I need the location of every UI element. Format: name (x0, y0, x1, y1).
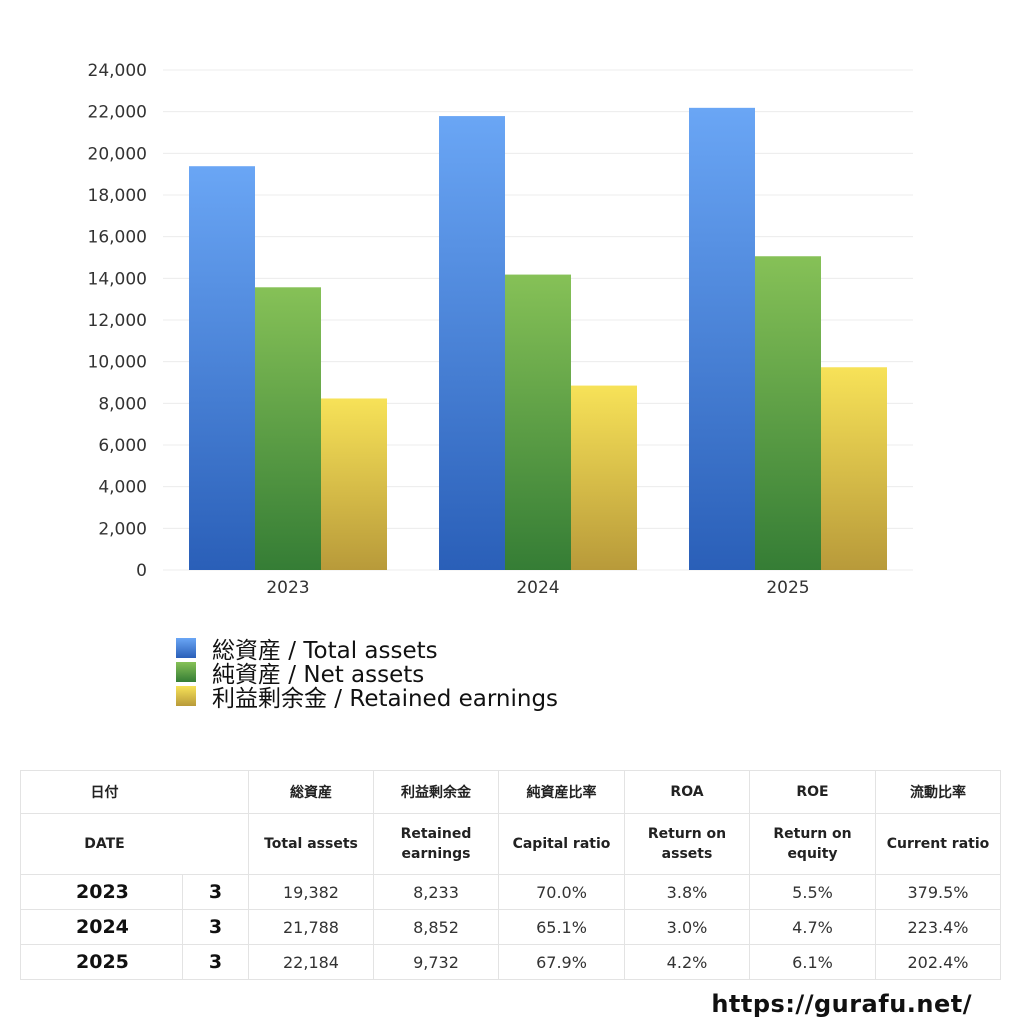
y-tick-label: 14,000 (88, 269, 147, 289)
table-header-en: DATE Total assets Retained earnings Capi… (20, 813, 1001, 875)
cell-current-ratio: 223.4% (875, 909, 1001, 945)
y-tick-label: 6,000 (98, 436, 147, 456)
cell-capital-ratio: 67.9% (498, 944, 625, 980)
y-tick-label: 4,000 (98, 478, 147, 498)
cell-current-ratio: 202.4% (875, 944, 1001, 980)
legend-item-net-assets: 純資産 / Net assets (176, 660, 558, 688)
header-date-jp: 日付 (20, 770, 249, 814)
cell-roa: 4.2% (624, 944, 750, 980)
legend: 総資産 / Total assets 純資産 / Net assets 利益剰余… (176, 636, 558, 712)
header-capital-ratio-jp: 純資産比率 (498, 770, 625, 814)
cell-roe: 6.1% (749, 944, 876, 980)
header-total-assets-en: Total assets (248, 813, 374, 875)
legend-swatch-retained-earnings (176, 686, 196, 706)
legend-swatch-total-assets (176, 638, 196, 658)
cell-roa: 3.0% (624, 909, 750, 945)
table-row: 2024 3 21,788 8,852 65.1% 3.0% 4.7% 223.… (20, 909, 1001, 945)
cell-current-ratio: 379.5% (875, 874, 1001, 910)
cell-total-assets: 21,788 (248, 909, 374, 945)
header-roa-en: Return on assets (624, 813, 750, 875)
bar-2023-series-1 (255, 287, 321, 570)
header-current-ratio-jp: 流動比率 (875, 770, 1001, 814)
cell-month: 3 (182, 874, 249, 910)
y-tick-label: 8,000 (98, 394, 147, 414)
table-row: 2025 3 22,184 9,732 67.9% 4.2% 6.1% 202.… (20, 944, 1001, 980)
cell-roe: 5.5% (749, 874, 876, 910)
header-roe-en: Return on equity (749, 813, 876, 875)
table-header-jp: 日付 総資産 利益剰余金 純資産比率 ROA ROE 流動比率 (20, 770, 1001, 814)
y-tick-label: 10,000 (88, 353, 147, 373)
y-tick-label: 16,000 (88, 228, 147, 248)
x-axis-labels: 2023 2024 2025 (266, 578, 809, 598)
header-retained-earnings-en: Retained earnings (373, 813, 499, 875)
cell-retained-earnings: 8,233 (373, 874, 499, 910)
x-category-label: 2025 (766, 578, 809, 598)
bar-2023-series-2 (321, 398, 387, 570)
cell-year: 2025 (20, 944, 183, 980)
bar-2024-series-2 (571, 385, 637, 570)
cell-month: 3 (182, 909, 249, 945)
cell-month: 3 (182, 944, 249, 980)
bars (189, 107, 887, 571)
cell-retained-earnings: 8,852 (373, 909, 499, 945)
cell-year: 2023 (20, 874, 183, 910)
legend-label-total-assets: 総資産 / Total assets (212, 638, 438, 664)
bar-2024-series-1 (505, 274, 571, 570)
cell-capital-ratio: 70.0% (498, 874, 625, 910)
cell-roe: 4.7% (749, 909, 876, 945)
bar-chart: 0 2,000 4,000 6,000 8,000 10,000 12,000 14,000 1… (88, 61, 913, 598)
bar-2025-series-0 (689, 107, 755, 570)
y-tick-label: 2,000 (98, 519, 147, 539)
cell-total-assets: 19,382 (248, 874, 374, 910)
x-category-label: 2023 (266, 578, 309, 598)
bar-2025-series-1 (755, 256, 821, 570)
y-axis-ticks: 0 2,000 4,000 6,000 8,000 10,000 12,000 14,000 1… (88, 61, 147, 581)
site-url: https://gurafu.net/ (711, 990, 972, 1018)
financial-table: 日付 総資産 利益剰余金 純資産比率 ROA ROE 流動比率 DATE Tot… (20, 770, 1001, 980)
header-retained-earnings-jp: 利益剰余金 (373, 770, 499, 814)
y-tick-label: 18,000 (88, 186, 147, 206)
y-tick-label: 22,000 (88, 103, 147, 123)
cell-retained-earnings: 9,732 (373, 944, 499, 980)
header-roa-jp: ROA (624, 770, 750, 814)
y-tick-label: 0 (136, 561, 147, 581)
header-current-ratio-en: Current ratio (875, 813, 1001, 875)
legend-label-retained-earnings: 利益剰余金 / Retained earnings (212, 686, 559, 712)
legend-swatch-net-assets (176, 662, 196, 682)
header-date-en: DATE (20, 813, 249, 875)
bar-2023-series-0 (189, 166, 255, 571)
bar-2025-series-2 (821, 367, 887, 570)
cell-roa: 3.8% (624, 874, 750, 910)
header-total-assets-jp: 総資産 (248, 770, 374, 814)
cell-capital-ratio: 65.1% (498, 909, 625, 945)
legend-item-total-assets: 総資産 / Total assets (176, 636, 558, 664)
y-tick-label: 12,000 (88, 311, 147, 331)
cell-year: 2024 (20, 909, 183, 945)
legend-label-net-assets: 純資産 / Net assets (212, 662, 425, 688)
header-capital-ratio-en: Capital ratio (498, 813, 625, 875)
y-tick-label: 20,000 (88, 144, 147, 164)
bar-2024-series-0 (439, 116, 505, 570)
x-category-label: 2024 (516, 578, 559, 598)
legend-item-retained-earnings: 利益剰余金 / Retained earnings (176, 684, 558, 712)
y-tick-label: 24,000 (88, 61, 147, 81)
cell-total-assets: 22,184 (248, 944, 374, 980)
header-roe-jp: ROE (749, 770, 876, 814)
table-row: 2023 3 19,382 8,233 70.0% 3.8% 5.5% 379.… (20, 874, 1001, 910)
